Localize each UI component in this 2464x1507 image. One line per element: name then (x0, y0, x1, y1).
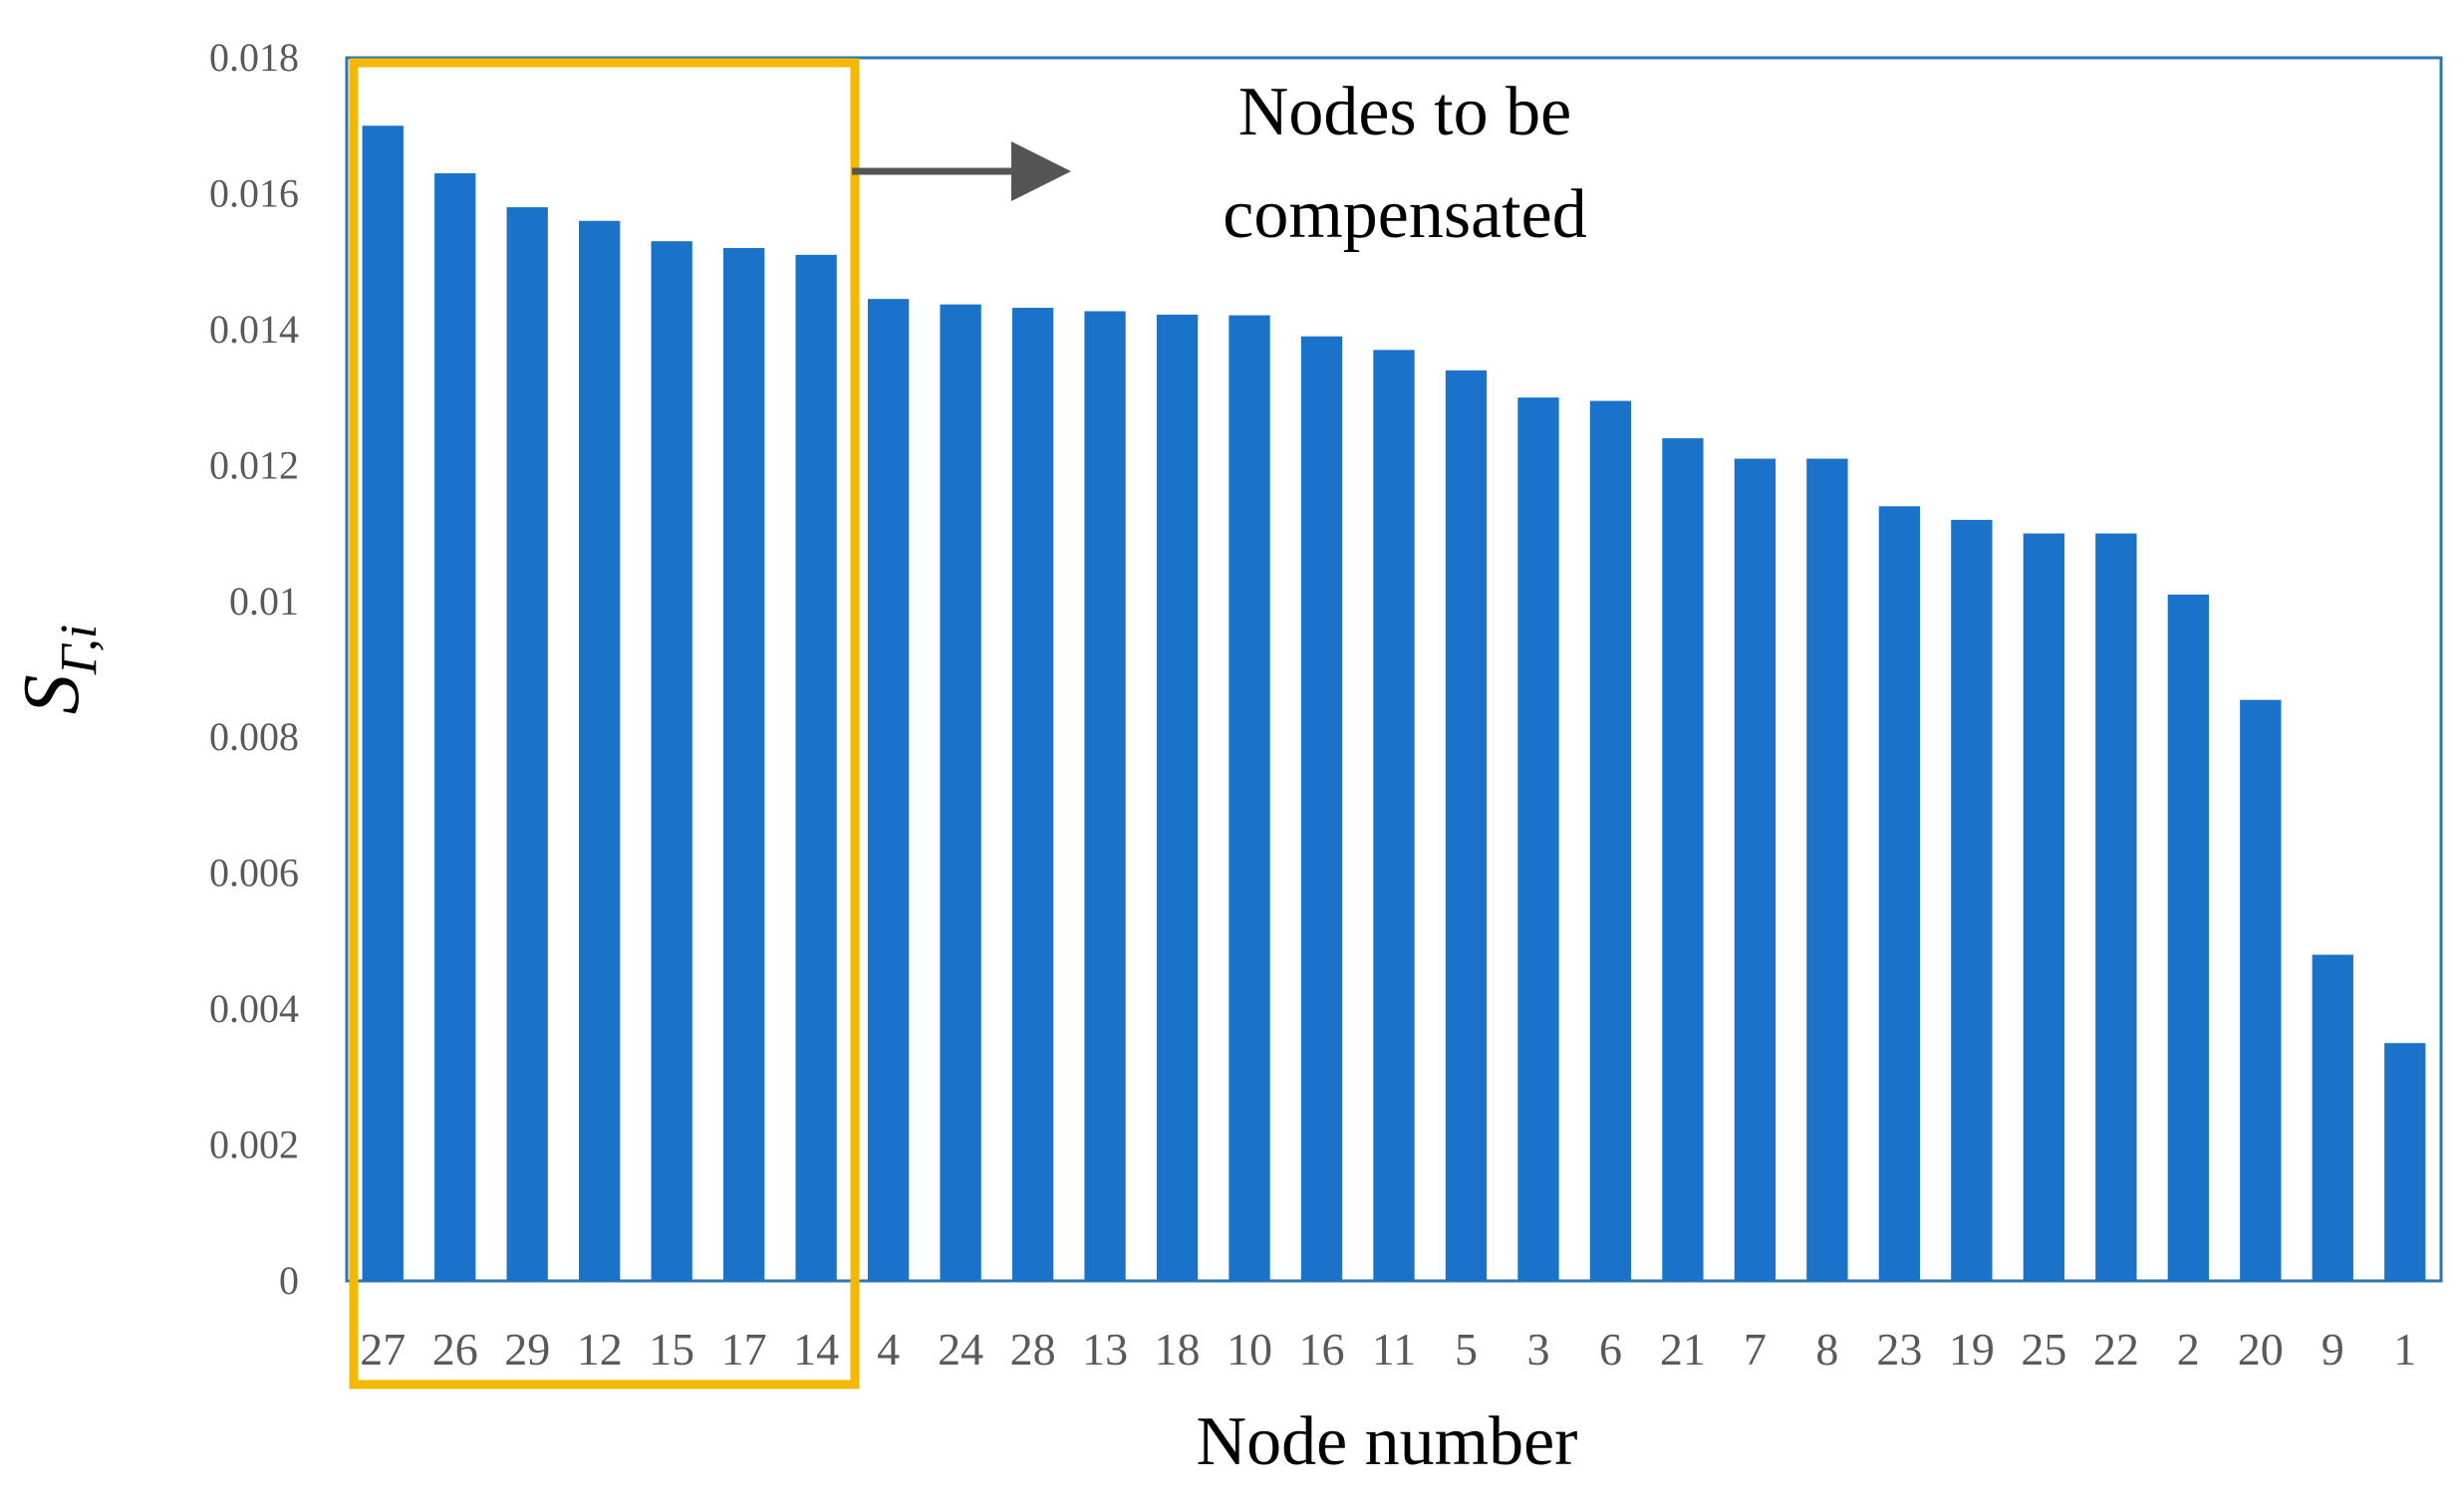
x-tick-label: 6 (1599, 1324, 1622, 1375)
y-axis-title-main: S (8, 674, 96, 714)
bar-node-2 (2167, 594, 2209, 1281)
x-tick-label: 16 (1299, 1324, 1345, 1375)
bar-node-7 (1734, 458, 1777, 1281)
bar-node-29 (506, 207, 548, 1282)
x-tick-label: 27 (360, 1324, 406, 1375)
y-axis-title: SΓ,i (8, 625, 108, 714)
x-tick-label: 21 (1660, 1324, 1706, 1375)
bar-node-5 (1445, 370, 1488, 1281)
bars (362, 126, 2426, 1282)
bar-node-17 (722, 248, 765, 1281)
y-tick-label: 0.014 (209, 307, 299, 352)
x-tick-label: 22 (2093, 1324, 2139, 1375)
y-tick-label: 0 (279, 1258, 299, 1303)
y-tick-label: 0.002 (209, 1123, 299, 1167)
bar-node-22 (2095, 533, 2137, 1281)
x-tick-label: 9 (2322, 1324, 2344, 1375)
bar-node-9 (2312, 954, 2353, 1281)
x-tick-label: 18 (1155, 1324, 1201, 1375)
x-tick-label: 11 (1372, 1324, 1416, 1375)
y-tick-label: 0.018 (209, 35, 299, 80)
bar-node-25 (2023, 533, 2065, 1281)
bar-node-16 (1300, 336, 1343, 1281)
x-axis-ticks: 27 26 29 12 15 17 14 4 24 28 13 18 10 16 11 5 3 6 21 7 8 23 19… (360, 1324, 2416, 1375)
x-tick-label: 2 (2177, 1324, 2200, 1375)
x-tick-label: 4 (877, 1324, 900, 1375)
bar-node-26 (434, 172, 476, 1281)
x-tick-label: 28 (1010, 1324, 1056, 1375)
x-tick-label: 12 (577, 1324, 623, 1375)
x-tick-label: 10 (1227, 1324, 1272, 1375)
x-tick-label: 1 (2393, 1324, 2416, 1375)
annotation-line-1: Nodes to be (1238, 74, 1571, 150)
bar-node-23 (1878, 506, 1921, 1281)
x-tick-label: 17 (721, 1324, 767, 1375)
x-tick-label: 26 (432, 1324, 478, 1375)
x-tick-label: 3 (1526, 1324, 1549, 1375)
bar-node-18 (1156, 314, 1199, 1281)
x-tick-label: 15 (649, 1324, 694, 1375)
x-tick-label: 8 (1815, 1324, 1838, 1375)
bar-node-21 (1662, 438, 1704, 1281)
y-tick-label: 0.008 (209, 714, 299, 759)
x-tick-label: 19 (1949, 1324, 1995, 1375)
y-axis-ticks: 0 0.002 0.004 0.006 0.008 0.01 0.012 0.014 0.016… (209, 35, 299, 1303)
x-tick-label: 29 (504, 1324, 550, 1375)
bar-node-27 (362, 126, 404, 1282)
y-tick-label: 0.012 (209, 442, 299, 487)
bar-node-8 (1806, 458, 1848, 1281)
x-tick-label: 24 (938, 1324, 983, 1375)
x-tick-label: 7 (1744, 1324, 1767, 1375)
bar-node-12 (579, 220, 621, 1281)
x-axis-title: Node number (1197, 1403, 1578, 1480)
bar-node-24 (940, 304, 981, 1281)
x-tick-label: 5 (1455, 1324, 1478, 1375)
x-tick-label: 14 (793, 1324, 839, 1375)
bar-node-14 (795, 254, 837, 1281)
y-tick-label: 0.01 (229, 579, 299, 624)
x-tick-label: 13 (1082, 1324, 1128, 1375)
y-tick-label: 0.004 (209, 986, 299, 1031)
svg-text:SΓ,i: SΓ,i (8, 625, 108, 714)
bar-node-10 (1229, 315, 1270, 1281)
x-tick-label: 23 (1876, 1324, 1922, 1375)
annotation-arrow-head (1011, 141, 1071, 201)
bar-node-20 (2240, 699, 2282, 1281)
bar-node-4 (867, 299, 910, 1281)
highlight-box (349, 58, 860, 1389)
y-axis-title-sub: Γ,i (51, 625, 108, 675)
bar-node-13 (1084, 311, 1126, 1282)
bar-node-1 (2384, 1043, 2426, 1281)
y-tick-label: 0.016 (209, 170, 299, 215)
x-tick-label: 25 (2021, 1324, 2066, 1375)
bar-node-28 (1011, 308, 1054, 1282)
y-tick-label: 0.006 (209, 851, 299, 895)
bar-node-15 (651, 241, 692, 1282)
annotation-line-2: compensated (1223, 176, 1586, 253)
bar-node-6 (1589, 400, 1632, 1281)
x-tick-label: 20 (2238, 1324, 2284, 1375)
bar-node-3 (1517, 397, 1559, 1282)
bar-node-19 (1951, 519, 1993, 1281)
bar-node-11 (1373, 350, 1415, 1281)
